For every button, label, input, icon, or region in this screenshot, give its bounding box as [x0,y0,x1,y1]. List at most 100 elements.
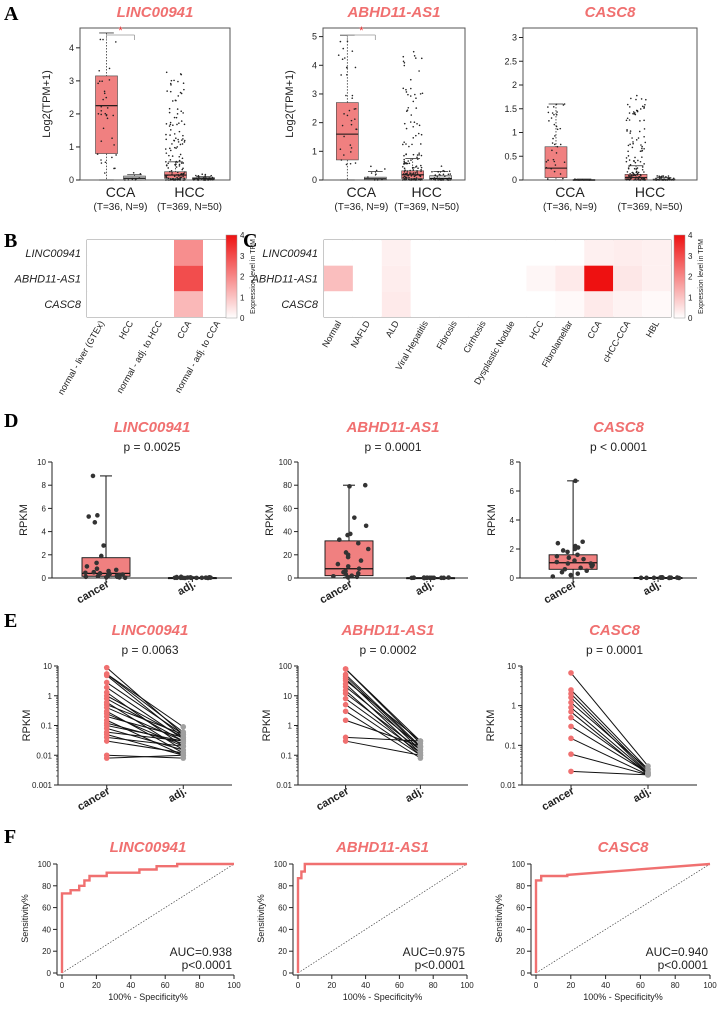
heatmap-cell [116,291,145,317]
y-tick-label: 100 [512,860,526,869]
heatmap-column-label: CCA [175,319,193,340]
y-tick-label-a3: 2 [512,80,517,90]
data-point [643,177,645,179]
data-point [173,116,176,119]
data-point [101,80,103,83]
data-point [628,179,631,181]
data-point [211,176,214,179]
data-point [416,173,419,175]
data-point [197,174,200,177]
y-tick-label-a2: 0 [312,175,317,185]
y-tick-label-a2: 3 [312,89,317,99]
data-point [179,153,182,156]
data-point [175,174,178,176]
data-point [403,167,406,170]
data-point [412,137,415,139]
data-point [556,145,559,148]
adj-point [645,772,651,778]
heatmap-cell [381,291,411,317]
data-point [175,137,177,140]
colorbar-tick-label: 1 [240,293,245,302]
data-point [578,179,581,181]
y-tick-label-a3: 0.5 [504,151,517,161]
data-point [410,87,412,90]
x-category-label: adj. [631,785,653,805]
chart-title-a1: LINC00941 [117,4,194,21]
data-point [343,154,345,156]
heatmap-cell [381,265,411,292]
data-point [342,47,345,50]
cancer-point [83,570,88,576]
cancer-point [122,575,128,581]
data-point [639,120,641,122]
data-point [139,172,142,175]
significance-star: * [359,25,364,37]
data-point [626,117,629,120]
colorbar-c [673,234,686,319]
data-point [176,179,179,181]
y-tick-label: 60 [516,904,525,913]
data-point [631,146,634,149]
y-tick-label: 0 [42,574,47,583]
y-tick-label-a2: 1 [312,146,317,156]
heatmap-column-label: HBL [644,319,661,339]
data-point [375,173,377,175]
data-point [403,154,405,157]
data-point [404,176,407,178]
data-point [631,176,634,179]
cancer-point [86,514,92,519]
cancer-point [342,666,349,672]
data-point [100,162,103,164]
heatmap-cell [555,291,585,317]
data-point [168,154,170,157]
pair-line [345,692,421,751]
data-point [354,118,356,120]
reference-diagonal [535,863,711,974]
data-point [626,129,628,131]
data-point [635,176,638,179]
data-point [559,143,562,146]
heatmap-cell [410,265,440,292]
adj-point [676,575,682,581]
data-point [556,111,558,113]
data-point [662,175,665,177]
heatmap-cell [352,240,382,266]
data-point [411,179,413,181]
data-point [628,112,631,114]
cancer-point [335,561,341,567]
cancer-point [342,717,349,724]
data-point [169,121,172,124]
cancer-point [347,484,352,489]
heatmap-cell [352,265,382,292]
chart-title-f2: ABHD11-AS1 [335,839,429,856]
data-point [180,176,183,179]
data-point [643,147,645,150]
data-point [644,103,646,106]
data-point [409,169,411,172]
data-point [402,60,405,63]
cancer-point [342,695,349,702]
data-point [416,169,418,172]
pair-line [345,679,421,742]
roc-p-value-f1: p<0.0001 [182,958,233,972]
data-point [420,166,423,169]
data-point [632,112,634,115]
data-point [438,173,441,176]
data-point [210,174,213,177]
data-point [183,179,185,181]
y-tick-label-a1: 3 [69,76,74,86]
data-point [170,179,173,181]
pair-line [106,725,184,742]
heatmap-cell [468,265,498,292]
data-point [176,113,179,115]
data-point [634,113,637,116]
data-point [637,159,639,162]
data-point [373,179,376,181]
chart-title-d2: ABHD11-AS1 [345,419,439,436]
data-point [588,179,590,181]
data-point [175,116,178,119]
data-point [403,64,406,67]
cancer-point [83,574,89,580]
y-axis-label-f3: Sensitivity% [494,894,504,943]
data-point [193,178,196,181]
